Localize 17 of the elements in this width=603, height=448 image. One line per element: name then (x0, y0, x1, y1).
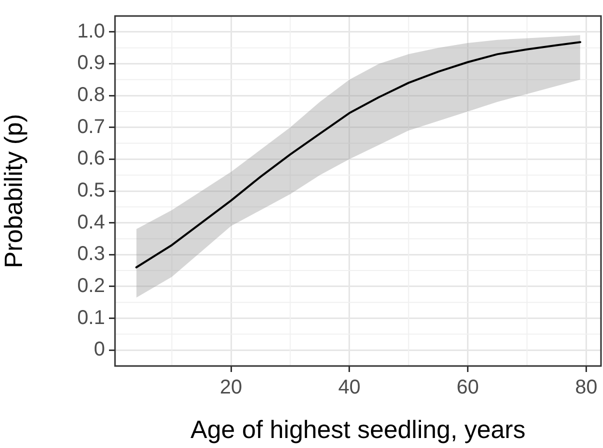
y-tick-label: 0.8 (77, 84, 105, 106)
y-tick-label: 0.4 (77, 211, 105, 234)
y-tick-label: 0.9 (77, 52, 105, 74)
y-axis-title: Probability (p) (0, 114, 28, 268)
y-tick-label: 0.5 (77, 180, 105, 202)
y-tick-label: 0.1 (77, 306, 105, 329)
y-tick-label: 0.7 (77, 116, 105, 138)
x-tick-label: 80 (575, 376, 598, 399)
x-tick-label: 40 (338, 376, 361, 399)
y-tick-label: 1.0 (77, 20, 105, 42)
x-axis-title: Age of highest seedling, years (190, 416, 526, 444)
x-tick-label: 20 (220, 376, 242, 399)
y-tick-label: 0.6 (77, 148, 105, 170)
y-tick-label: 0 (94, 338, 105, 361)
y-tick-label: 0.3 (77, 243, 105, 266)
x-tick-label: 60 (456, 376, 479, 399)
y-tick-label: 0.2 (77, 274, 105, 297)
